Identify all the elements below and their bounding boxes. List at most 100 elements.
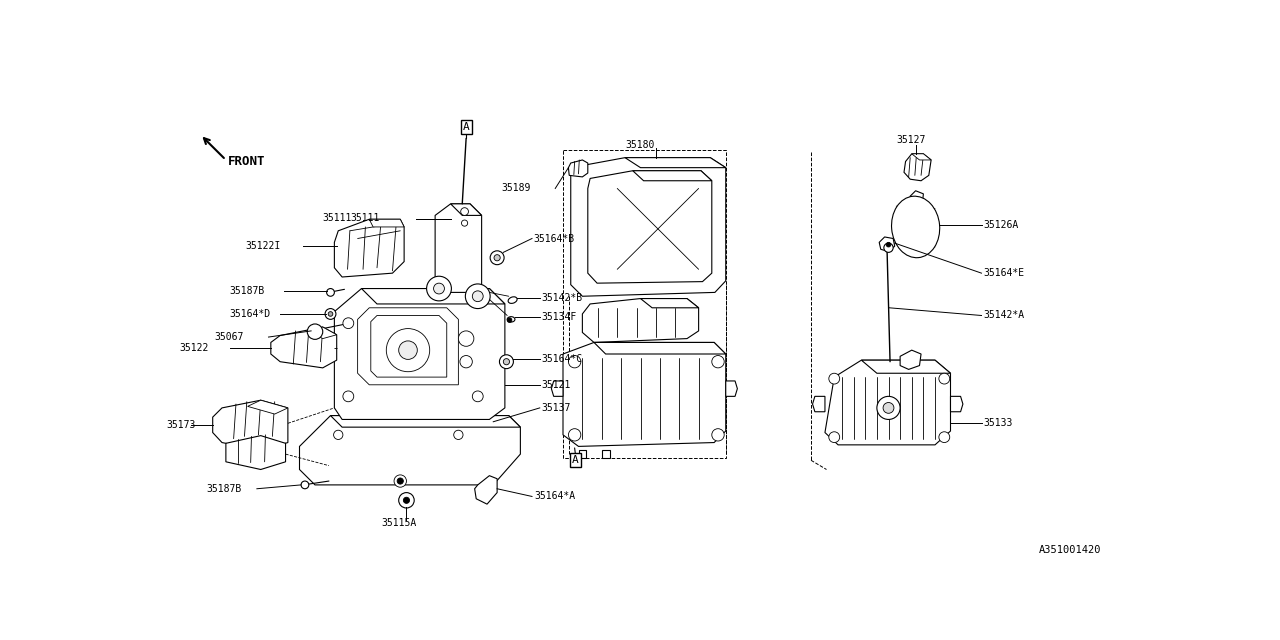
- Text: 35133: 35133: [983, 419, 1012, 428]
- Polygon shape: [910, 191, 923, 205]
- Text: 35173: 35173: [166, 420, 196, 430]
- Polygon shape: [632, 171, 712, 180]
- Text: 35121: 35121: [541, 380, 571, 390]
- Bar: [563, 150, 726, 458]
- Polygon shape: [330, 415, 521, 427]
- Circle shape: [387, 328, 430, 372]
- Text: FRONT: FRONT: [228, 155, 266, 168]
- Circle shape: [453, 430, 463, 440]
- Polygon shape: [271, 327, 337, 368]
- Circle shape: [877, 396, 900, 419]
- Text: A: A: [572, 455, 579, 465]
- Ellipse shape: [507, 317, 515, 322]
- Polygon shape: [879, 237, 895, 252]
- Polygon shape: [582, 298, 699, 342]
- Circle shape: [490, 251, 504, 265]
- Polygon shape: [435, 204, 481, 292]
- Circle shape: [712, 429, 724, 441]
- Polygon shape: [225, 436, 285, 470]
- Bar: [602, 451, 609, 458]
- Circle shape: [458, 331, 474, 346]
- Circle shape: [886, 243, 891, 247]
- Text: 35137: 35137: [541, 403, 571, 413]
- Bar: [579, 451, 586, 458]
- Circle shape: [326, 289, 334, 296]
- Polygon shape: [861, 360, 951, 373]
- Text: 35115A: 35115A: [381, 518, 416, 529]
- Circle shape: [328, 312, 333, 316]
- Circle shape: [394, 475, 407, 487]
- Polygon shape: [334, 220, 404, 277]
- Circle shape: [398, 493, 415, 508]
- Polygon shape: [247, 400, 288, 414]
- Polygon shape: [361, 289, 504, 304]
- Circle shape: [434, 283, 444, 294]
- Circle shape: [494, 255, 500, 261]
- Text: 35164*D: 35164*D: [229, 309, 271, 319]
- Ellipse shape: [508, 297, 517, 303]
- Polygon shape: [371, 316, 447, 377]
- Polygon shape: [904, 154, 931, 180]
- Text: 35126A: 35126A: [983, 220, 1019, 230]
- Text: 35180: 35180: [625, 140, 654, 150]
- Polygon shape: [357, 308, 458, 385]
- Text: 35142*B: 35142*B: [541, 292, 582, 303]
- Text: 35142*A: 35142*A: [983, 310, 1024, 321]
- Circle shape: [426, 276, 452, 301]
- Polygon shape: [588, 171, 712, 283]
- Polygon shape: [900, 350, 922, 369]
- Circle shape: [712, 356, 724, 368]
- Polygon shape: [726, 381, 737, 396]
- Circle shape: [503, 358, 509, 365]
- Circle shape: [472, 391, 483, 402]
- Text: 35164*E: 35164*E: [983, 268, 1024, 278]
- Polygon shape: [475, 476, 497, 504]
- Polygon shape: [308, 327, 337, 339]
- Text: 35111: 35111: [349, 212, 379, 223]
- Polygon shape: [334, 289, 504, 419]
- Text: 35187B: 35187B: [206, 484, 242, 493]
- Circle shape: [343, 391, 353, 402]
- Circle shape: [403, 497, 410, 504]
- Polygon shape: [568, 160, 588, 177]
- Circle shape: [829, 373, 840, 384]
- Text: 35189: 35189: [500, 184, 530, 193]
- Circle shape: [397, 478, 403, 484]
- Polygon shape: [571, 157, 726, 296]
- Text: 35111: 35111: [323, 212, 352, 223]
- Circle shape: [938, 373, 950, 384]
- Circle shape: [461, 208, 468, 216]
- Polygon shape: [552, 381, 563, 396]
- Circle shape: [334, 430, 343, 440]
- Polygon shape: [594, 342, 726, 354]
- Circle shape: [829, 432, 840, 442]
- Text: 35134F: 35134F: [541, 312, 576, 322]
- Circle shape: [301, 481, 308, 489]
- Circle shape: [568, 356, 581, 368]
- Text: A351001420: A351001420: [1039, 545, 1102, 556]
- Circle shape: [507, 318, 512, 323]
- Circle shape: [884, 243, 893, 252]
- Circle shape: [466, 284, 490, 308]
- Circle shape: [499, 355, 513, 369]
- Text: 35122I: 35122I: [246, 241, 280, 251]
- Polygon shape: [369, 220, 404, 227]
- Polygon shape: [951, 396, 963, 412]
- Circle shape: [568, 429, 581, 441]
- Text: 35067: 35067: [214, 332, 243, 342]
- Text: 35164*A: 35164*A: [534, 492, 576, 502]
- Text: A: A: [463, 122, 470, 132]
- Circle shape: [398, 341, 417, 360]
- Polygon shape: [212, 400, 288, 451]
- Circle shape: [462, 220, 467, 226]
- Text: 35187B: 35187B: [229, 286, 265, 296]
- Text: 35122: 35122: [179, 343, 209, 353]
- Text: 35127: 35127: [896, 135, 925, 145]
- Circle shape: [460, 356, 472, 368]
- Polygon shape: [824, 360, 951, 445]
- Circle shape: [472, 291, 483, 301]
- Polygon shape: [300, 415, 521, 485]
- Circle shape: [307, 324, 323, 339]
- Polygon shape: [451, 204, 481, 216]
- Circle shape: [343, 318, 353, 328]
